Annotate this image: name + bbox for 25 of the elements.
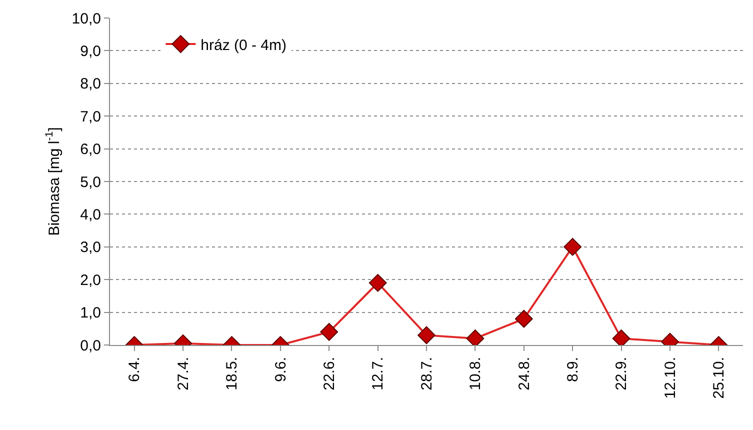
x-tick-label: 22.9.	[613, 357, 630, 390]
y-tick-label: 4,0	[80, 206, 101, 224]
y-tick-label: 0,0	[80, 337, 101, 354]
x-tick-label: 6.4.	[126, 357, 144, 382]
y-tick-label: 5,0	[80, 174, 101, 191]
y-tick-label: 10,0	[72, 10, 101, 28]
x-tick-label: 12.7.	[370, 357, 387, 390]
y-tick-label: 2,0	[80, 272, 101, 289]
x-tick-label: 18.5.	[224, 357, 241, 390]
x-tick-label: 28.7.	[418, 357, 436, 390]
x-tick-label: 10.8.	[467, 357, 484, 390]
y-tick-label: 7,0	[80, 108, 101, 126]
x-tick-label: 12.10.	[662, 357, 679, 399]
y-tick-label: 6,0	[80, 141, 101, 158]
legend-label: hráz (0 - 4m)	[200, 36, 286, 54]
x-tick-label: 25.10.	[710, 357, 728, 399]
x-tick-label: 8.9.	[564, 357, 582, 382]
y-tick-label: 3,0	[80, 239, 101, 256]
x-tick-label: 9.6.	[272, 357, 290, 382]
y-tick-label: 8,0	[80, 76, 101, 93]
y-tick-label: 9,0	[80, 42, 101, 60]
y-tick-label: 1,0	[80, 304, 101, 322]
x-tick-label: 24.8.	[516, 357, 533, 390]
x-tick-label: 27.4.	[174, 357, 192, 390]
x-tick-label: 22.6.	[320, 357, 338, 390]
